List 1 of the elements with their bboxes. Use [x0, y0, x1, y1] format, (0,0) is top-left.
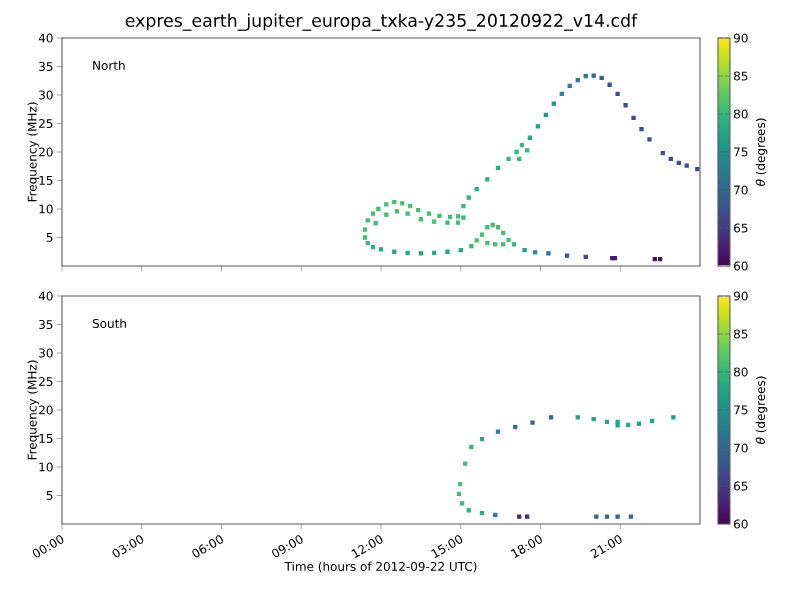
chart-title: expres_earth_jupiter_europa_txka-y235_20120922_v14.cdf: [125, 13, 638, 31]
